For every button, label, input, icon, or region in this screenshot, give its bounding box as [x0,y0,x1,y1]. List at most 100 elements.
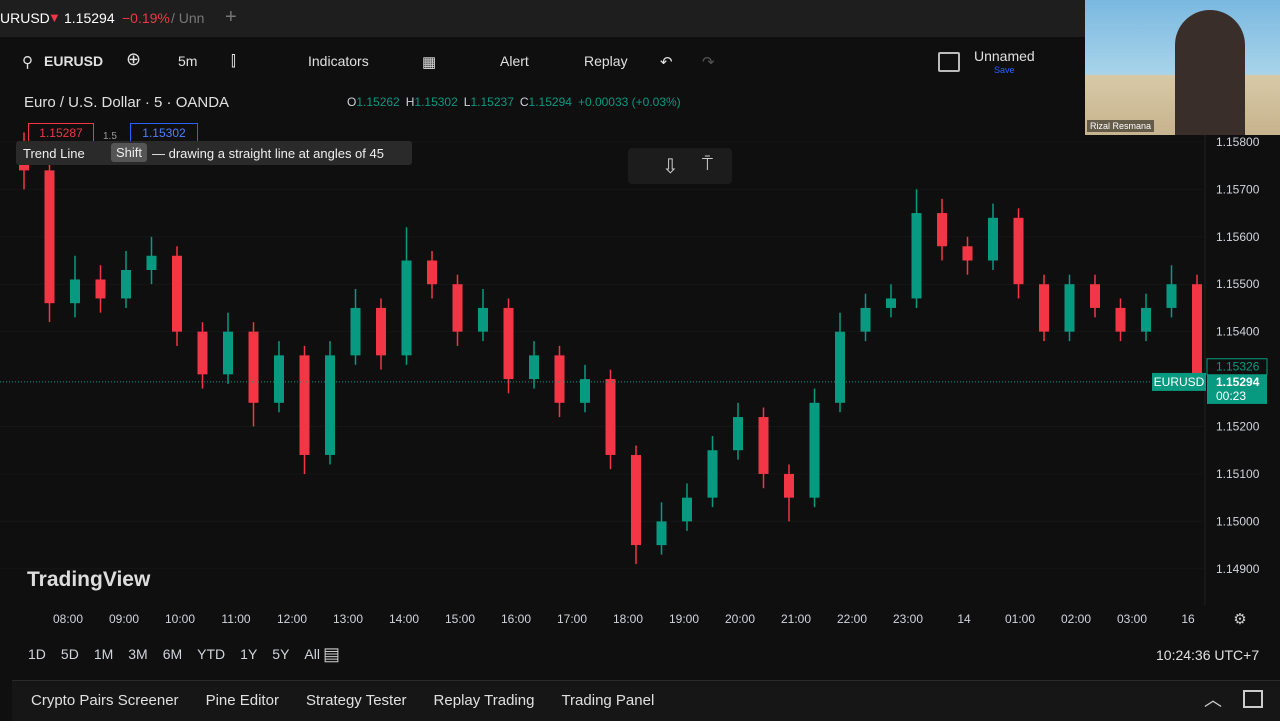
tab-symbol[interactable]: URUSD [0,10,50,26]
settings-icon: ⚙ [1233,611,1246,628]
symbol-search[interactable]: EURUSD [44,53,104,69]
layout-name[interactable]: Unnamed [974,48,1035,64]
sell-box[interactable]: 1.15287 [28,123,94,143]
candle-body [95,279,106,299]
candle-body [503,307,514,380]
candle-body [682,497,692,522]
candle-body [911,213,922,299]
candle-body [350,307,361,356]
ohlc-value: 1.15262 [356,95,400,109]
text-tool[interactable]: ⍑ [702,154,713,174]
x-tick-label: 21:00 [781,612,811,626]
candle-body [376,307,386,356]
range-button[interactable]: YTD [197,646,226,662]
x-tick-label: 16:00 [501,612,531,626]
chart-title: Euro / U.S. Dollar · 5 · OANDA [24,94,230,111]
candle-body [784,473,794,498]
candle-body [988,217,998,261]
range-button[interactable]: 1D [28,646,46,662]
range-bar: 1D 5D 1M 3M 6M YTD 1Y 5Y All [28,646,335,662]
tooltip-text: — drawing a straight line at angles of 4… [152,146,384,161]
range-button[interactable]: All [304,646,320,662]
x-tick-label: 18:00 [613,612,643,626]
undo[interactable]: ↶ [660,54,673,71]
ohlc-value: 1.15302 [414,95,458,109]
bottom-tab[interactable]: Replay Trading [433,692,535,709]
new-tab[interactable]: + [225,6,237,28]
alert[interactable]: Alert [500,53,529,69]
tab-bar: URUSD ▼ 1.15294 −0.19% / Unn + [0,0,1085,37]
ohlc-value: 1.15294 [528,95,572,109]
candle-body [121,269,131,299]
candle-body [299,355,310,455]
bottom-tab[interactable]: Pine Editor [205,692,279,709]
range-button[interactable]: 3M [128,646,148,662]
x-tick-label: 03:00 [1117,612,1147,626]
buy-box[interactable]: 1.15302 [130,123,198,143]
spread: 1.5 [103,131,117,142]
candle-body [401,260,412,356]
candle-body [478,307,488,332]
x-tick-label: 20:00 [725,612,755,626]
x-tick-label: 15:00 [445,612,475,626]
range-button[interactable]: 5Y [272,646,290,662]
bottom-tab[interactable]: Trading Panel [561,692,655,709]
tooltip-key: Shift [111,143,148,162]
candle-body [70,279,80,304]
candle-body [223,331,233,375]
search-icon[interactable]: ⚲ [22,54,33,71]
candle-body [325,355,335,455]
interval[interactable]: 5m [178,53,198,69]
x-tick-label: 14 [957,612,971,626]
maximize[interactable] [1243,690,1263,708]
range-button[interactable]: 1Y [240,646,258,662]
indicators[interactable]: Indicators [308,53,369,69]
countdown: 00:23 [1216,389,1246,403]
webcam: Rizal Resmana [1085,0,1280,135]
x-tick-label: 12:00 [277,612,307,626]
ohlc-key: C [519,95,529,109]
layout-box[interactable] [938,52,960,72]
bottom-tab[interactable]: Crypto Pairs Screener [31,692,179,709]
redo[interactable]: ↷ [702,54,715,71]
candle-body [580,379,590,403]
candle-body [197,331,208,375]
candle-body [605,379,616,455]
range-button[interactable]: 1M [93,646,114,662]
down-tool[interactable]: ⇩ [662,156,679,178]
x-tick-label: 17:00 [557,612,587,626]
range-button[interactable]: 5D [60,646,79,662]
y-tick-label: 1.15400 [1216,325,1260,339]
candle-body [733,417,743,451]
bottom-tab[interactable]: Strategy Tester [305,692,407,709]
chart-type[interactable]: ⫿ [231,53,236,70]
x-tick-label: 22:00 [837,612,867,626]
x-tick-label: 10:00 [165,612,195,626]
x-tick-label: 08:00 [53,612,83,626]
ohlc-key: H [405,95,415,109]
candle-body [248,331,259,403]
candle-body [835,331,845,403]
range-button[interactable]: 6M [162,646,183,662]
candle-body [529,355,539,380]
candle-body [1039,284,1049,332]
candle-body [962,246,973,261]
candle-body [937,213,947,247]
save-label[interactable]: Save [994,65,1015,75]
compare[interactable]: ⊕ [126,49,142,69]
candle-body [1115,307,1126,332]
ohlc-key: L [463,95,471,109]
candle-body [554,355,565,403]
candle-body [1166,284,1177,308]
ohlc-value: 1.15237 [470,95,514,109]
candle-body [809,402,820,498]
collapse[interactable]: ︿ [1204,690,1222,710]
symbol-tag-bg [1152,372,1206,391]
ohlc-key: O [347,95,357,109]
templates[interactable]: ▦ [422,54,437,71]
date-range-icon[interactable]: ▤ [323,644,341,664]
clock[interactable]: 10:24:36 UTC+7 [1156,647,1260,663]
y-tick-label: 1.15000 [1216,514,1260,528]
replay[interactable]: Replay [584,53,628,69]
